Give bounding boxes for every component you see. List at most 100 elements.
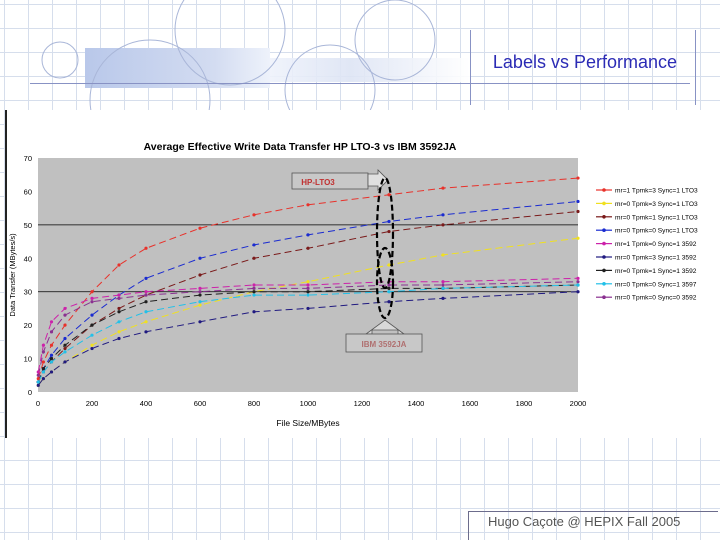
data-point xyxy=(117,263,121,267)
legend-marker xyxy=(602,188,606,192)
x-tick-label: 2000 xyxy=(570,399,587,408)
y-tick-label: 20 xyxy=(24,321,32,330)
data-point xyxy=(198,286,202,290)
legend-marker xyxy=(602,228,606,232)
chart-left-rule xyxy=(5,110,7,438)
data-point xyxy=(252,293,256,297)
data-point xyxy=(198,303,202,307)
slide-footer: Hugo Caçote @ HEPIX Fall 2005 xyxy=(488,514,681,529)
data-point xyxy=(198,293,202,297)
data-point xyxy=(117,306,121,311)
legend-marker xyxy=(602,282,606,286)
data-point xyxy=(306,203,310,207)
data-point xyxy=(306,246,310,250)
data-point xyxy=(90,290,94,294)
data-point xyxy=(41,370,46,374)
data-point xyxy=(387,193,391,197)
x-tick-label: 1600 xyxy=(462,399,479,408)
data-point xyxy=(144,310,148,314)
data-point xyxy=(441,253,445,257)
data-point xyxy=(252,283,256,287)
decor-vertical-line xyxy=(470,30,471,105)
data-point xyxy=(198,226,202,230)
hp-lto3-callout-label: HP-LTO3 xyxy=(301,178,335,187)
data-point xyxy=(387,290,391,294)
data-point xyxy=(387,286,391,290)
y-tick-label: 10 xyxy=(24,355,32,364)
lto3-cluster-ellipse xyxy=(375,176,395,290)
data-point xyxy=(41,343,46,347)
data-point xyxy=(576,176,580,180)
chart-title: Average Effective Write Data Transfer HP… xyxy=(144,141,457,153)
ibm-callout-label: IBM 3592JA xyxy=(362,340,407,349)
data-point xyxy=(306,293,310,297)
data-point xyxy=(117,320,121,324)
data-point xyxy=(117,336,121,341)
data-point xyxy=(63,313,67,317)
header-decor-band xyxy=(85,48,270,88)
data-point xyxy=(252,310,256,314)
data-point xyxy=(306,286,310,290)
data-point xyxy=(117,330,121,334)
y-tick-label: 40 xyxy=(24,254,32,263)
data-point xyxy=(387,300,391,304)
plot-area xyxy=(38,158,578,392)
legend-entry: mr=0 Tpmk=1 Sync=1 3592 xyxy=(615,268,697,275)
ibm-cluster-ellipse xyxy=(375,246,395,320)
data-point xyxy=(144,320,148,324)
chart-svg: Average Effective Write Data Transfer HP… xyxy=(8,141,698,428)
x-axis-label: File Size/MBytes xyxy=(276,418,339,428)
y-axis-label: Data Transfer (MBytes/s) xyxy=(8,233,17,317)
data-point xyxy=(36,380,40,384)
legend-marker xyxy=(602,241,606,246)
x-tick-label: 1200 xyxy=(354,399,371,408)
data-point xyxy=(49,320,54,324)
data-point xyxy=(117,296,121,300)
data-point xyxy=(41,360,46,364)
y-tick-label: 60 xyxy=(24,187,32,196)
ibm-callout-box xyxy=(345,333,423,353)
data-point xyxy=(63,336,67,341)
data-point xyxy=(387,219,391,224)
legend-entry: mr=0 Tpmk=3 Sync=1 LTO3 xyxy=(615,201,698,208)
data-point xyxy=(198,256,202,260)
data-point xyxy=(49,343,54,347)
data-point xyxy=(252,256,256,260)
data-point xyxy=(36,370,40,374)
data-point xyxy=(306,290,310,294)
data-point xyxy=(63,350,67,354)
legend-marker xyxy=(602,215,606,219)
data-point xyxy=(198,300,202,304)
legend-entry: mr=0 Tpmk=0 Sync=0 3592 xyxy=(615,295,697,302)
data-point xyxy=(441,223,445,227)
legend-entry: mr=0 Tpmk=0 Sync=1 3597 xyxy=(615,281,697,288)
x-tick-label: 0 xyxy=(36,399,40,408)
data-point xyxy=(252,243,256,247)
data-point xyxy=(144,300,148,304)
x-tick-label: 800 xyxy=(248,399,261,408)
y-tick-label: 70 xyxy=(24,154,32,163)
data-point xyxy=(49,370,54,374)
data-point xyxy=(63,323,67,327)
data-point xyxy=(306,280,310,284)
data-point xyxy=(576,209,580,214)
data-point xyxy=(441,280,445,284)
data-point xyxy=(63,306,67,311)
data-point xyxy=(90,300,94,304)
data-point xyxy=(90,343,94,347)
y-tick-label: 0 xyxy=(28,388,32,397)
legend-marker xyxy=(602,201,606,206)
data-point xyxy=(306,233,310,237)
data-point xyxy=(144,246,148,250)
data-point xyxy=(117,310,121,314)
data-point xyxy=(576,280,580,284)
data-point xyxy=(41,377,46,381)
footer-rule-vertical xyxy=(468,511,469,540)
data-point xyxy=(252,213,256,217)
data-point xyxy=(144,290,148,294)
data-point xyxy=(90,296,94,300)
data-point xyxy=(441,213,445,217)
data-point xyxy=(63,360,67,364)
data-point xyxy=(36,373,40,377)
data-point xyxy=(90,313,94,317)
